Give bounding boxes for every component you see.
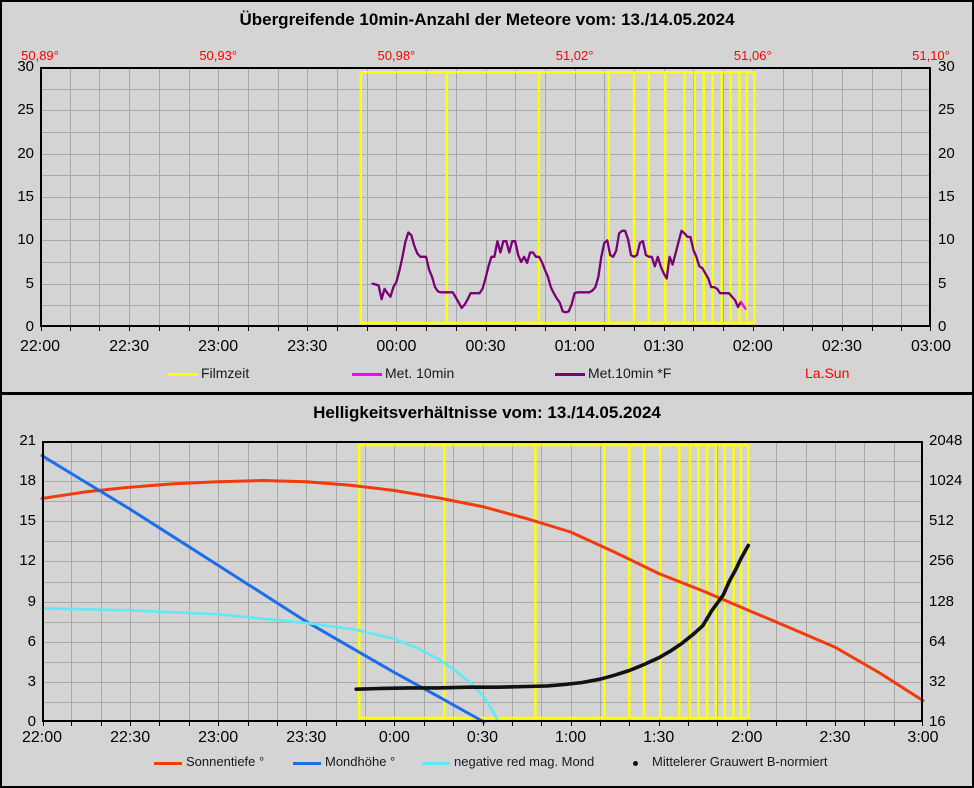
- x-axis-tick-label: 23:30: [286, 729, 327, 746]
- meteor-chart-title: Übergreifende 10min-Anzahl der Meteore v…: [239, 10, 735, 29]
- y-axis-tick-label: 6: [27, 632, 36, 650]
- legend-swatch-3: [422, 762, 450, 765]
- legend-label: Met. 10min: [385, 365, 455, 381]
- x-axis-tick-label: 1:00: [555, 729, 587, 746]
- x-axis-tick-label: 22:30: [109, 338, 150, 355]
- x-axis-tick-label: 2:30: [819, 729, 851, 746]
- y-axis-tick-label: 32: [929, 672, 946, 690]
- x-axis-tick-label: 23:30: [287, 338, 328, 355]
- x-axis-tick-label: 02:00: [732, 338, 773, 355]
- y-axis-tick-label: 0: [25, 318, 34, 335]
- x-axis-tick-label: 3:00: [907, 729, 939, 746]
- y-axis-tick-label: 3: [27, 672, 36, 690]
- y-axis-tick-label: 12: [19, 552, 36, 570]
- film-band: [359, 70, 756, 325]
- y-axis-tick-label: 5: [25, 274, 34, 292]
- x-axis-tick-label: 22:00: [19, 338, 61, 355]
- x-axis-tick-label: 2:00: [731, 729, 763, 746]
- panel-divider: [2, 392, 972, 395]
- series-mittelerer-grauwert-b-normiert: [354, 543, 751, 691]
- x-axis-tick-label: 00:30: [465, 338, 506, 355]
- sol-long-label: 50,89°: [21, 48, 59, 63]
- y-axis-tick-label: 256: [929, 552, 955, 570]
- y-axis-tick-label: 1024: [929, 472, 963, 490]
- y-axis-tick-label: 21: [19, 432, 36, 449]
- sol-long-label: 50,98°: [377, 48, 416, 63]
- legend-label: Filmzeit: [201, 365, 250, 381]
- brightness-chart-canvas: [40, 441, 925, 726]
- legend-swatch-3: [555, 373, 585, 376]
- y-axis-tick-label: 30: [938, 58, 955, 75]
- plot-frame: [42, 441, 923, 722]
- y-axis-tick-label: 20: [938, 144, 955, 162]
- y-axis-tick-label: 0: [27, 713, 36, 730]
- y-axis-tick-label: 0: [938, 318, 947, 335]
- film-band: [357, 443, 750, 720]
- legend-label: negative red mag. Mond: [454, 754, 595, 769]
- y-axis-tick-label: 512: [929, 512, 955, 530]
- y-axis-tick-label: 25: [17, 101, 34, 119]
- x-axis-tick-label: 0:30: [466, 729, 499, 746]
- series-met-10min-f: [371, 229, 743, 314]
- series-sonnentiefe-: [40, 479, 925, 703]
- x-axis-ticks: [41, 327, 931, 331]
- x-axis-tick-label: 22:00: [21, 729, 63, 746]
- x-axis-tick-label: 01:30: [643, 338, 684, 355]
- y-axis-tick-label: 9: [27, 592, 36, 610]
- gridlines: [40, 67, 931, 327]
- series-negative-red-mag-mond: [40, 607, 501, 724]
- y-axis-tick-label: 64: [929, 632, 946, 650]
- x-axis-tick-label: 22:30: [110, 729, 151, 746]
- y-axis-tick-label: 18: [19, 472, 36, 490]
- sol-long-label: 51,02°: [555, 48, 594, 63]
- series-met-10min: [739, 300, 747, 310]
- y-axis-tick-label: 5: [938, 274, 947, 292]
- x-axis-tick-label: 1:30: [643, 729, 675, 746]
- y-axis-tick-label: 20: [17, 144, 34, 162]
- y-axis-tick-label: 10: [17, 231, 34, 249]
- sol-long-label: 50,93°: [199, 48, 238, 63]
- y-axis-tick-label: 16: [929, 713, 946, 730]
- y-axis-tick-label: 15: [938, 188, 955, 205]
- legend-swatch-1: [154, 762, 182, 765]
- legend-swatch-2: [352, 373, 382, 376]
- x-axis-tick-label: 02:30: [821, 338, 862, 355]
- x-axis-tick-label: 00:00: [376, 338, 417, 355]
- x-axis-tick-label: 0:00: [378, 729, 410, 746]
- y-axis-tick-label: 15: [17, 188, 34, 205]
- y-axis-tick-label: 10: [938, 231, 955, 249]
- legend-label: Met.10min *F: [588, 365, 672, 381]
- brightness-chart-panel: Helligkeitsverhältnisse vom: 13./14.05.2…: [2, 395, 972, 786]
- legend-label: Mondhöhe °: [325, 754, 396, 769]
- meteor-chart-canvas: [40, 67, 931, 331]
- sol-long-label: 51,06°: [733, 48, 772, 63]
- y-axis-tick-label: 30: [17, 58, 34, 75]
- brightness-chart-title: Helligkeitsverhältnisse vom: 13./14.05.2…: [313, 403, 661, 422]
- y-axis-tick-label: 2048: [929, 432, 963, 449]
- legend-label: La.Sun: [805, 365, 850, 381]
- plot-frame: [40, 67, 931, 327]
- legend-swatch-2: [293, 762, 321, 765]
- x-axis-tick-label: 01:00: [554, 338, 595, 355]
- legend-swatch-1: [168, 373, 198, 376]
- legend-label: Sonnentiefe °: [186, 754, 265, 769]
- series-mondh-he-: [40, 454, 486, 724]
- x-axis-tick-label: 23:00: [198, 338, 239, 355]
- meteor-count-chart-panel: Übergreifende 10min-Anzahl der Meteore v…: [2, 2, 972, 392]
- y-axis-tick-label: 128: [929, 592, 955, 610]
- legend-dot-marker: [633, 761, 638, 766]
- x-axis-tick-label: 23:00: [198, 729, 239, 746]
- legend-label: Mittelerer Grauwert B-normiert: [652, 754, 828, 769]
- x-axis-ticks: [43, 722, 923, 726]
- gridlines: [42, 441, 923, 722]
- sol-long-label: 51,10°: [912, 48, 950, 63]
- y-axis-tick-label: 25: [938, 101, 955, 119]
- x-axis-tick-label: 03:00: [910, 338, 952, 355]
- y-axis-tick-label: 15: [19, 512, 36, 530]
